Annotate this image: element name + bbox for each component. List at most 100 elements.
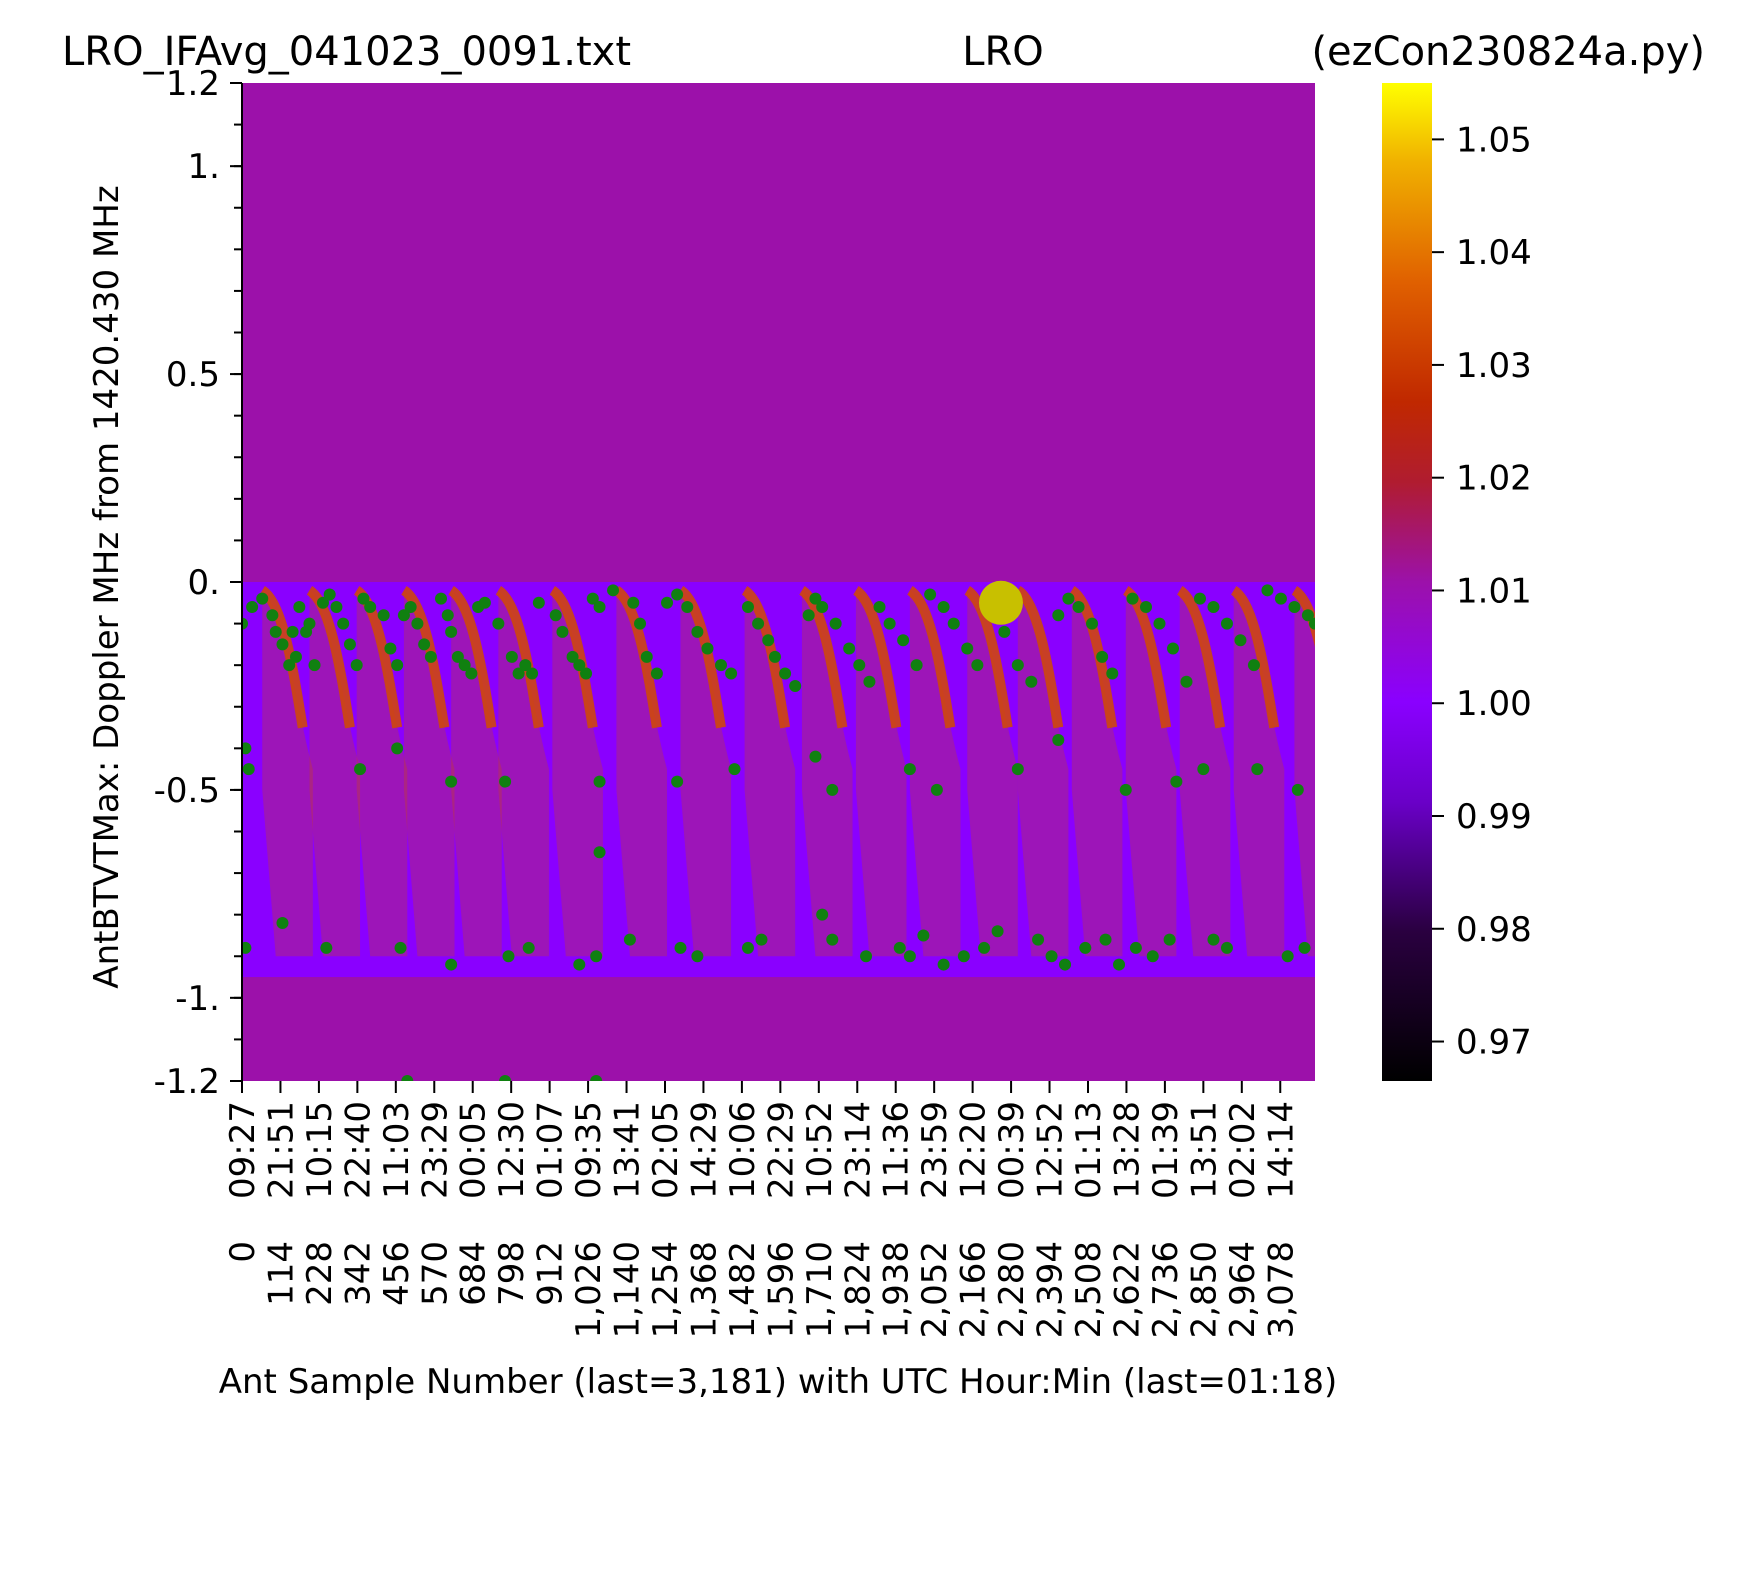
x-tick-time-label: 12:30 — [492, 1101, 532, 1199]
max-point — [556, 625, 569, 638]
max-point — [681, 600, 694, 613]
max-point — [937, 600, 950, 613]
max-point — [826, 933, 839, 946]
max-point — [394, 941, 407, 954]
heatmap-traces — [259, 586, 1315, 957]
max-point — [816, 600, 829, 613]
max-point — [242, 941, 252, 954]
trace-line — [677, 586, 726, 729]
trace-shade — [498, 590, 549, 957]
x-tick-sample-label: 456 — [377, 1241, 417, 1306]
trace-line — [1291, 586, 1315, 648]
max-point — [1193, 592, 1206, 605]
max-point — [1291, 783, 1304, 796]
max-point — [768, 650, 781, 663]
max-point — [1301, 609, 1314, 622]
max-point — [741, 941, 754, 954]
colorbar-tick-label: 1.05 — [1456, 120, 1532, 160]
x-tick-time-label: 13:51 — [1184, 1101, 1224, 1199]
x-tick-sample-label: 1,140 — [608, 1241, 648, 1338]
max-point — [266, 609, 279, 622]
max-point — [397, 609, 410, 622]
x-tick-sample-label: 1,026 — [569, 1241, 609, 1338]
max-point — [863, 675, 876, 688]
max-point — [671, 775, 684, 788]
trace-shade — [616, 590, 668, 957]
colorbar-tick-label: 1.01 — [1456, 571, 1532, 611]
y-tick-label: 0. — [188, 563, 220, 603]
max-point — [316, 596, 329, 609]
max-point — [650, 667, 663, 680]
trace-line — [549, 586, 598, 729]
trace-line — [447, 586, 497, 729]
max-point — [391, 659, 404, 672]
max-point — [303, 617, 316, 630]
x-tick-sample-label: 570 — [415, 1241, 455, 1306]
max-point — [755, 933, 768, 946]
title-right: (ezCon230824a.py) — [1311, 29, 1705, 75]
max-point — [1163, 933, 1176, 946]
max-point — [1220, 617, 1233, 630]
y-tick-label: -1. — [175, 979, 220, 1019]
max-point — [1086, 617, 1099, 630]
max-point — [404, 600, 417, 613]
max-point — [445, 625, 458, 638]
max-point — [573, 958, 586, 971]
max-point — [522, 941, 535, 954]
x-tick-sample-label: 3,078 — [1261, 1241, 1301, 1338]
x-axis: 09:27 0 21:51 114 10:15 228 22:40 342 11:03 456 23… — [223, 1081, 1301, 1338]
max-point — [752, 617, 765, 630]
max-point — [897, 634, 910, 647]
max-point — [998, 625, 1011, 638]
max-point — [246, 600, 259, 613]
max-point — [549, 609, 562, 622]
max-point — [1059, 958, 1072, 971]
x-tick-sample-label: 1,824 — [838, 1241, 878, 1338]
max-point — [418, 638, 431, 651]
max-point — [903, 950, 916, 963]
max-point — [286, 625, 299, 638]
max-point — [725, 667, 738, 680]
max-point — [1281, 950, 1294, 963]
x-tick-sample-label: 2,736 — [1146, 1241, 1186, 1338]
colorbar-tick-label: 1.03 — [1456, 346, 1532, 386]
max-point — [1298, 941, 1311, 954]
x-tick-sample-label: 1,254 — [646, 1241, 686, 1338]
trace-line — [852, 586, 902, 729]
x-tick-time-label: 09:27 — [223, 1101, 263, 1199]
trace-shade — [403, 590, 455, 957]
max-point — [917, 929, 930, 942]
x-tick-sample-label: 2,850 — [1184, 1241, 1224, 1338]
x-tick-time-label: 11:03 — [377, 1101, 417, 1199]
x-tick-time-label: 12:20 — [954, 1101, 994, 1199]
max-point — [1220, 941, 1233, 954]
colorbar-tick-label: 1.04 — [1456, 233, 1532, 273]
trace-line — [495, 586, 544, 729]
x-tick-sample-label: 2,166 — [954, 1241, 994, 1338]
max-point — [350, 659, 363, 672]
x-tick-sample-label: 2,280 — [992, 1241, 1032, 1338]
trace-line — [964, 586, 1013, 729]
max-point — [478, 596, 491, 609]
max-point — [829, 617, 842, 630]
max-point — [293, 600, 306, 613]
max-point — [289, 650, 302, 663]
x-tick-sample-label: 1,596 — [761, 1241, 801, 1338]
max-point — [634, 617, 647, 630]
max-point — [1129, 941, 1142, 954]
max-point — [1099, 933, 1112, 946]
max-point — [593, 775, 606, 788]
max-point — [364, 600, 377, 613]
x-tick-time-label: 23:14 — [838, 1101, 878, 1199]
trace-line — [1068, 586, 1118, 729]
title-center: LRO — [962, 29, 1044, 75]
x-tick-sample-label: 1,938 — [877, 1241, 917, 1338]
max-point — [860, 950, 873, 963]
max-point — [978, 941, 991, 954]
max-point — [910, 659, 923, 672]
max-point — [445, 775, 458, 788]
x-tick-sample-label: 798 — [492, 1241, 532, 1306]
max-point — [458, 659, 471, 672]
max-point — [269, 625, 282, 638]
trace-shade — [309, 590, 361, 957]
